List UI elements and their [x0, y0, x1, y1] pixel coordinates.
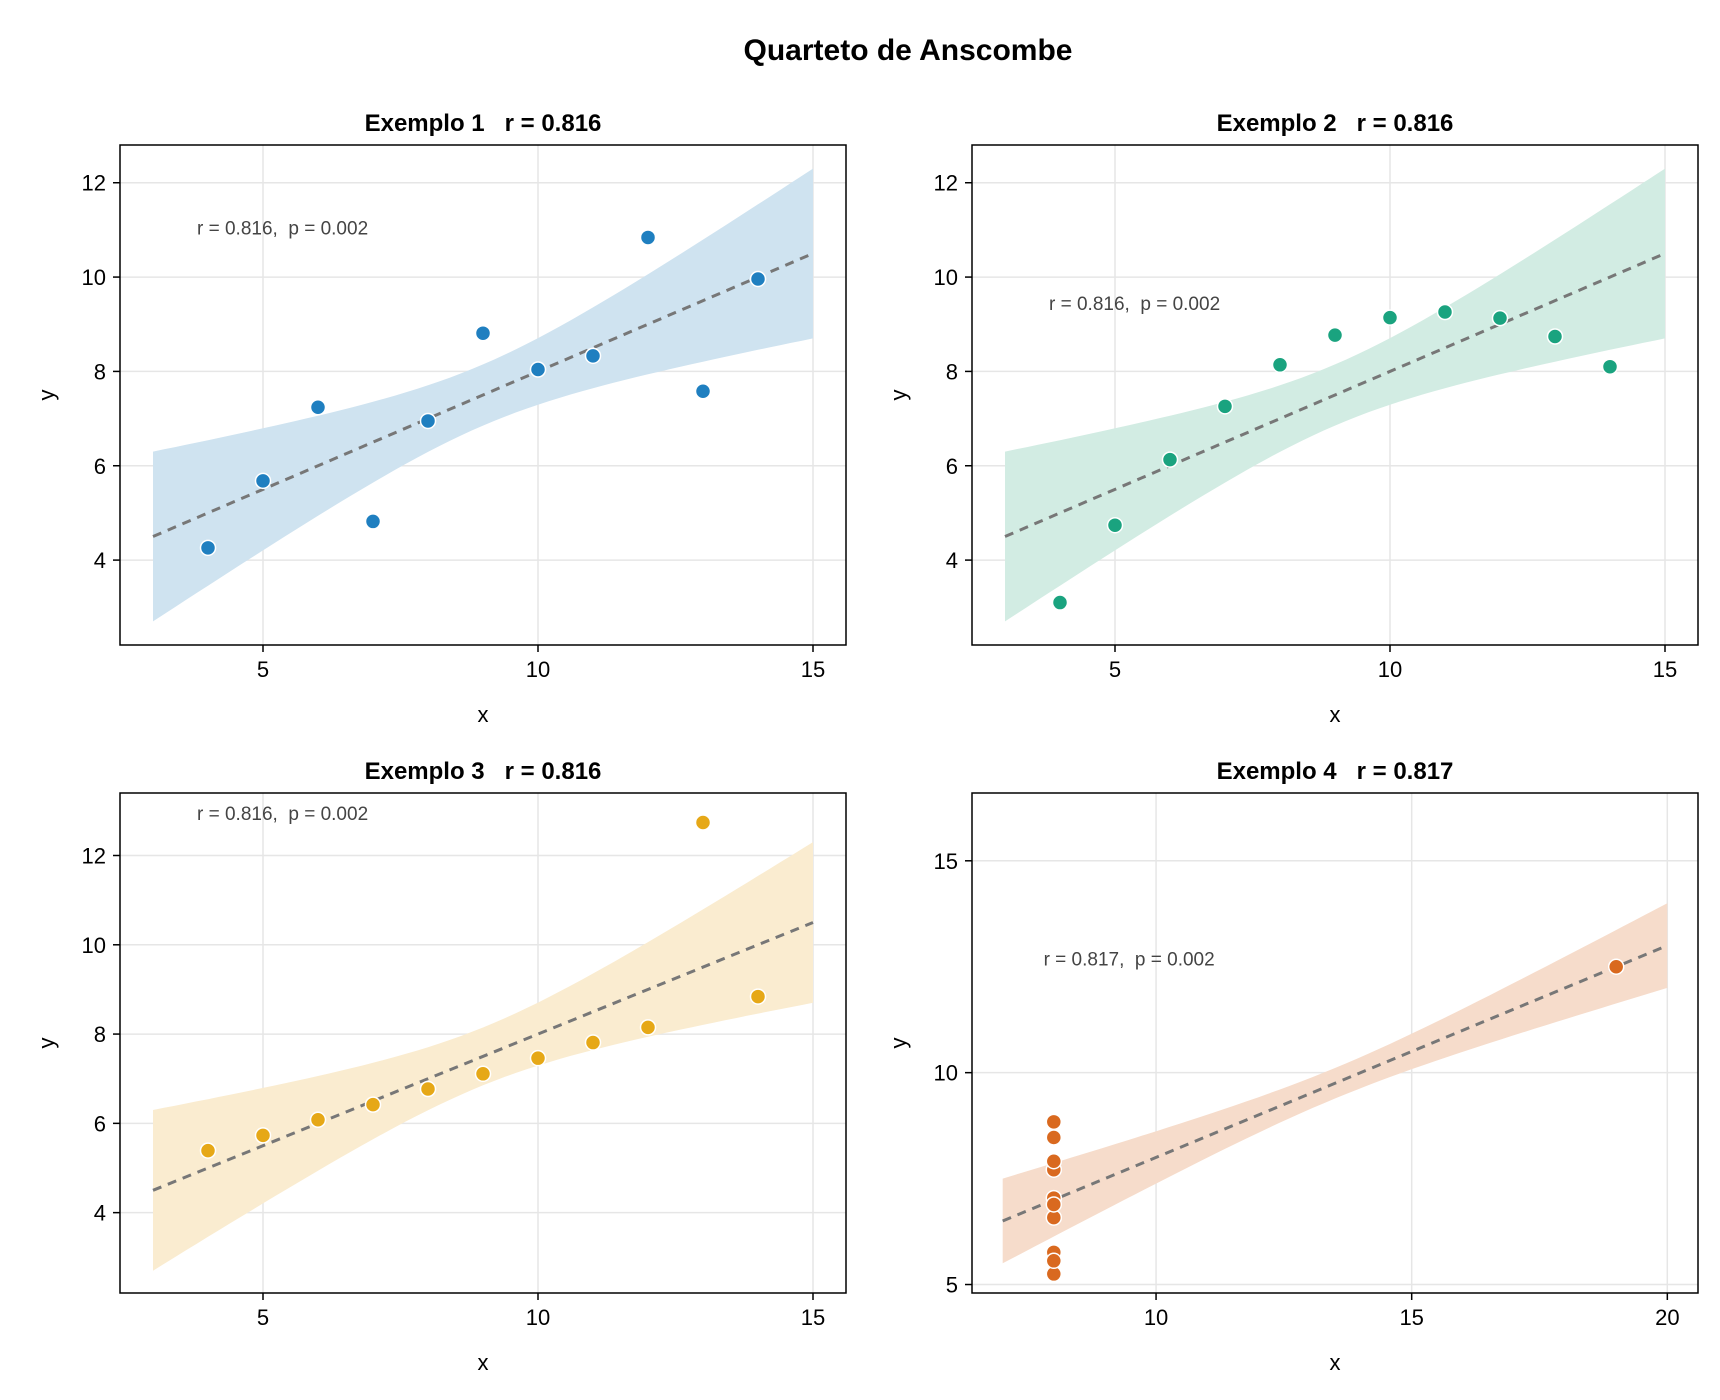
- panel-title: Exemplo 4 r = 0.817: [1217, 758, 1454, 785]
- stats-annotation: r = 0.816, p = 0.002: [197, 219, 368, 240]
- panel-1: 5 10 15 4 6 8 10 12 x y Exemplo 1 r = 0.816 r = 0.8…: [34, 110, 847, 727]
- x-axis-label: x: [1330, 702, 1341, 727]
- data-point: [1045, 1196, 1063, 1213]
- data-point: [419, 412, 437, 430]
- x-tick-label: 10: [526, 657, 550, 682]
- x-tick-label: 15: [1399, 1305, 1423, 1330]
- x-tick-label: 20: [1655, 1305, 1679, 1330]
- panel-title: Exemplo 3 r = 0.816: [365, 758, 602, 785]
- x-tick-label: 15: [801, 1305, 825, 1330]
- y-tick-label: 10: [934, 1061, 958, 1086]
- y-tick-label: 6: [94, 1111, 106, 1136]
- x-tick-label: 5: [257, 657, 269, 682]
- data-point: [1381, 309, 1399, 326]
- y-tick-label: 12: [82, 844, 106, 869]
- data-point: [364, 513, 382, 530]
- data-point: [419, 1080, 437, 1098]
- y-tick-label: 8: [94, 359, 106, 384]
- x-axis-label: x: [1330, 1350, 1341, 1375]
- x-axis-label: x: [478, 1350, 489, 1375]
- y-tick-label: 10: [82, 265, 106, 290]
- data-point: [254, 472, 272, 490]
- panel-4: 10 15 20 5 10 15 x y Exemplo 4 r = 0.817 r = 0.81…: [886, 758, 1699, 1375]
- data-point: [529, 1049, 547, 1067]
- x-tick-label: 10: [526, 1305, 550, 1330]
- data-point: [529, 361, 547, 378]
- regression-line: [1004, 252, 1666, 538]
- data-point: [1045, 1113, 1063, 1131]
- y-axis-label: y: [886, 1038, 911, 1049]
- data-point: [1601, 358, 1619, 375]
- data-point: [639, 1019, 657, 1036]
- regression-line: [152, 252, 814, 538]
- data-point: [584, 1034, 602, 1051]
- stats-annotation: r = 0.817, p = 0.002: [1044, 949, 1215, 970]
- y-tick-label: 4: [94, 548, 106, 573]
- data-point: [1326, 326, 1344, 344]
- data-point: [1045, 1252, 1063, 1270]
- axes-frame: [119, 792, 847, 1294]
- data-point: [474, 324, 492, 342]
- y-tick-label: 4: [946, 548, 958, 573]
- y-axis-label: y: [34, 1038, 59, 1049]
- y-tick-label: 6: [946, 454, 958, 479]
- data-point: [1546, 328, 1564, 345]
- x-tick-label: 15: [1653, 657, 1677, 682]
- axes-frame: [971, 144, 1699, 646]
- y-tick-label: 8: [94, 1022, 106, 1047]
- data-point: [1161, 451, 1179, 468]
- y-tick-label: 6: [94, 454, 106, 479]
- data-point: [1491, 309, 1509, 327]
- regression-line: [152, 921, 814, 1192]
- data-point: [1436, 303, 1454, 321]
- data-point: [1051, 594, 1069, 611]
- y-tick-label: 10: [934, 265, 958, 290]
- stats-annotation: r = 0.816, p = 0.002: [1049, 294, 1220, 315]
- x-tick-label: 10: [1144, 1305, 1168, 1330]
- y-axis-label: y: [886, 390, 911, 401]
- data-point: [749, 270, 767, 288]
- data-point: [364, 1096, 382, 1113]
- data-point: [254, 1127, 272, 1144]
- data-point: [694, 814, 712, 831]
- axes-frame: [971, 792, 1699, 1294]
- data-point: [639, 229, 657, 246]
- data-point: [309, 1111, 327, 1129]
- y-tick-label: 15: [934, 849, 958, 874]
- y-axis-label: y: [34, 390, 59, 401]
- data-point: [199, 1142, 217, 1159]
- y-tick-label: 4: [94, 1201, 106, 1226]
- regression-line: [1002, 944, 1668, 1223]
- data-point: [1607, 958, 1625, 975]
- x-tick-label: 5: [1109, 657, 1121, 682]
- data-point: [694, 382, 712, 400]
- data-point: [474, 1065, 492, 1083]
- x-tick-label: 10: [1378, 657, 1402, 682]
- x-tick-label: 15: [801, 657, 825, 682]
- y-tick-label: 10: [82, 933, 106, 958]
- y-tick-label: 8: [946, 359, 958, 384]
- y-tick-label: 5: [946, 1273, 958, 1298]
- panel-title: Exemplo 1 r = 0.816: [365, 110, 602, 137]
- data-point: [309, 399, 327, 416]
- axes-frame: [119, 144, 847, 646]
- data-point: [584, 347, 602, 365]
- data-point: [749, 988, 767, 1005]
- panel-title: Exemplo 2 r = 0.816: [1217, 110, 1454, 137]
- panel-3: 5 10 15 4 6 8 10 12 x y Exemplo 3 r = 0.816 r = 0.8…: [34, 758, 847, 1375]
- data-point: [1045, 1129, 1063, 1146]
- data-point: [1106, 516, 1124, 534]
- figure-title: Quarteto de Anscombe: [744, 34, 1073, 67]
- x-axis-label: x: [478, 702, 489, 727]
- data-point: [199, 539, 217, 557]
- data-point: [1216, 398, 1234, 415]
- data-point: [1271, 356, 1289, 374]
- panel-2: 5 10 15 4 6 8 10 12 x y Exemplo 2 r = 0.816 r = 0.8…: [886, 110, 1699, 727]
- y-tick-label: 12: [934, 171, 958, 196]
- y-tick-label: 12: [82, 171, 106, 196]
- data-point: [1045, 1152, 1063, 1170]
- stats-annotation: r = 0.816, p = 0.002: [197, 804, 368, 825]
- x-tick-label: 5: [257, 1305, 269, 1330]
